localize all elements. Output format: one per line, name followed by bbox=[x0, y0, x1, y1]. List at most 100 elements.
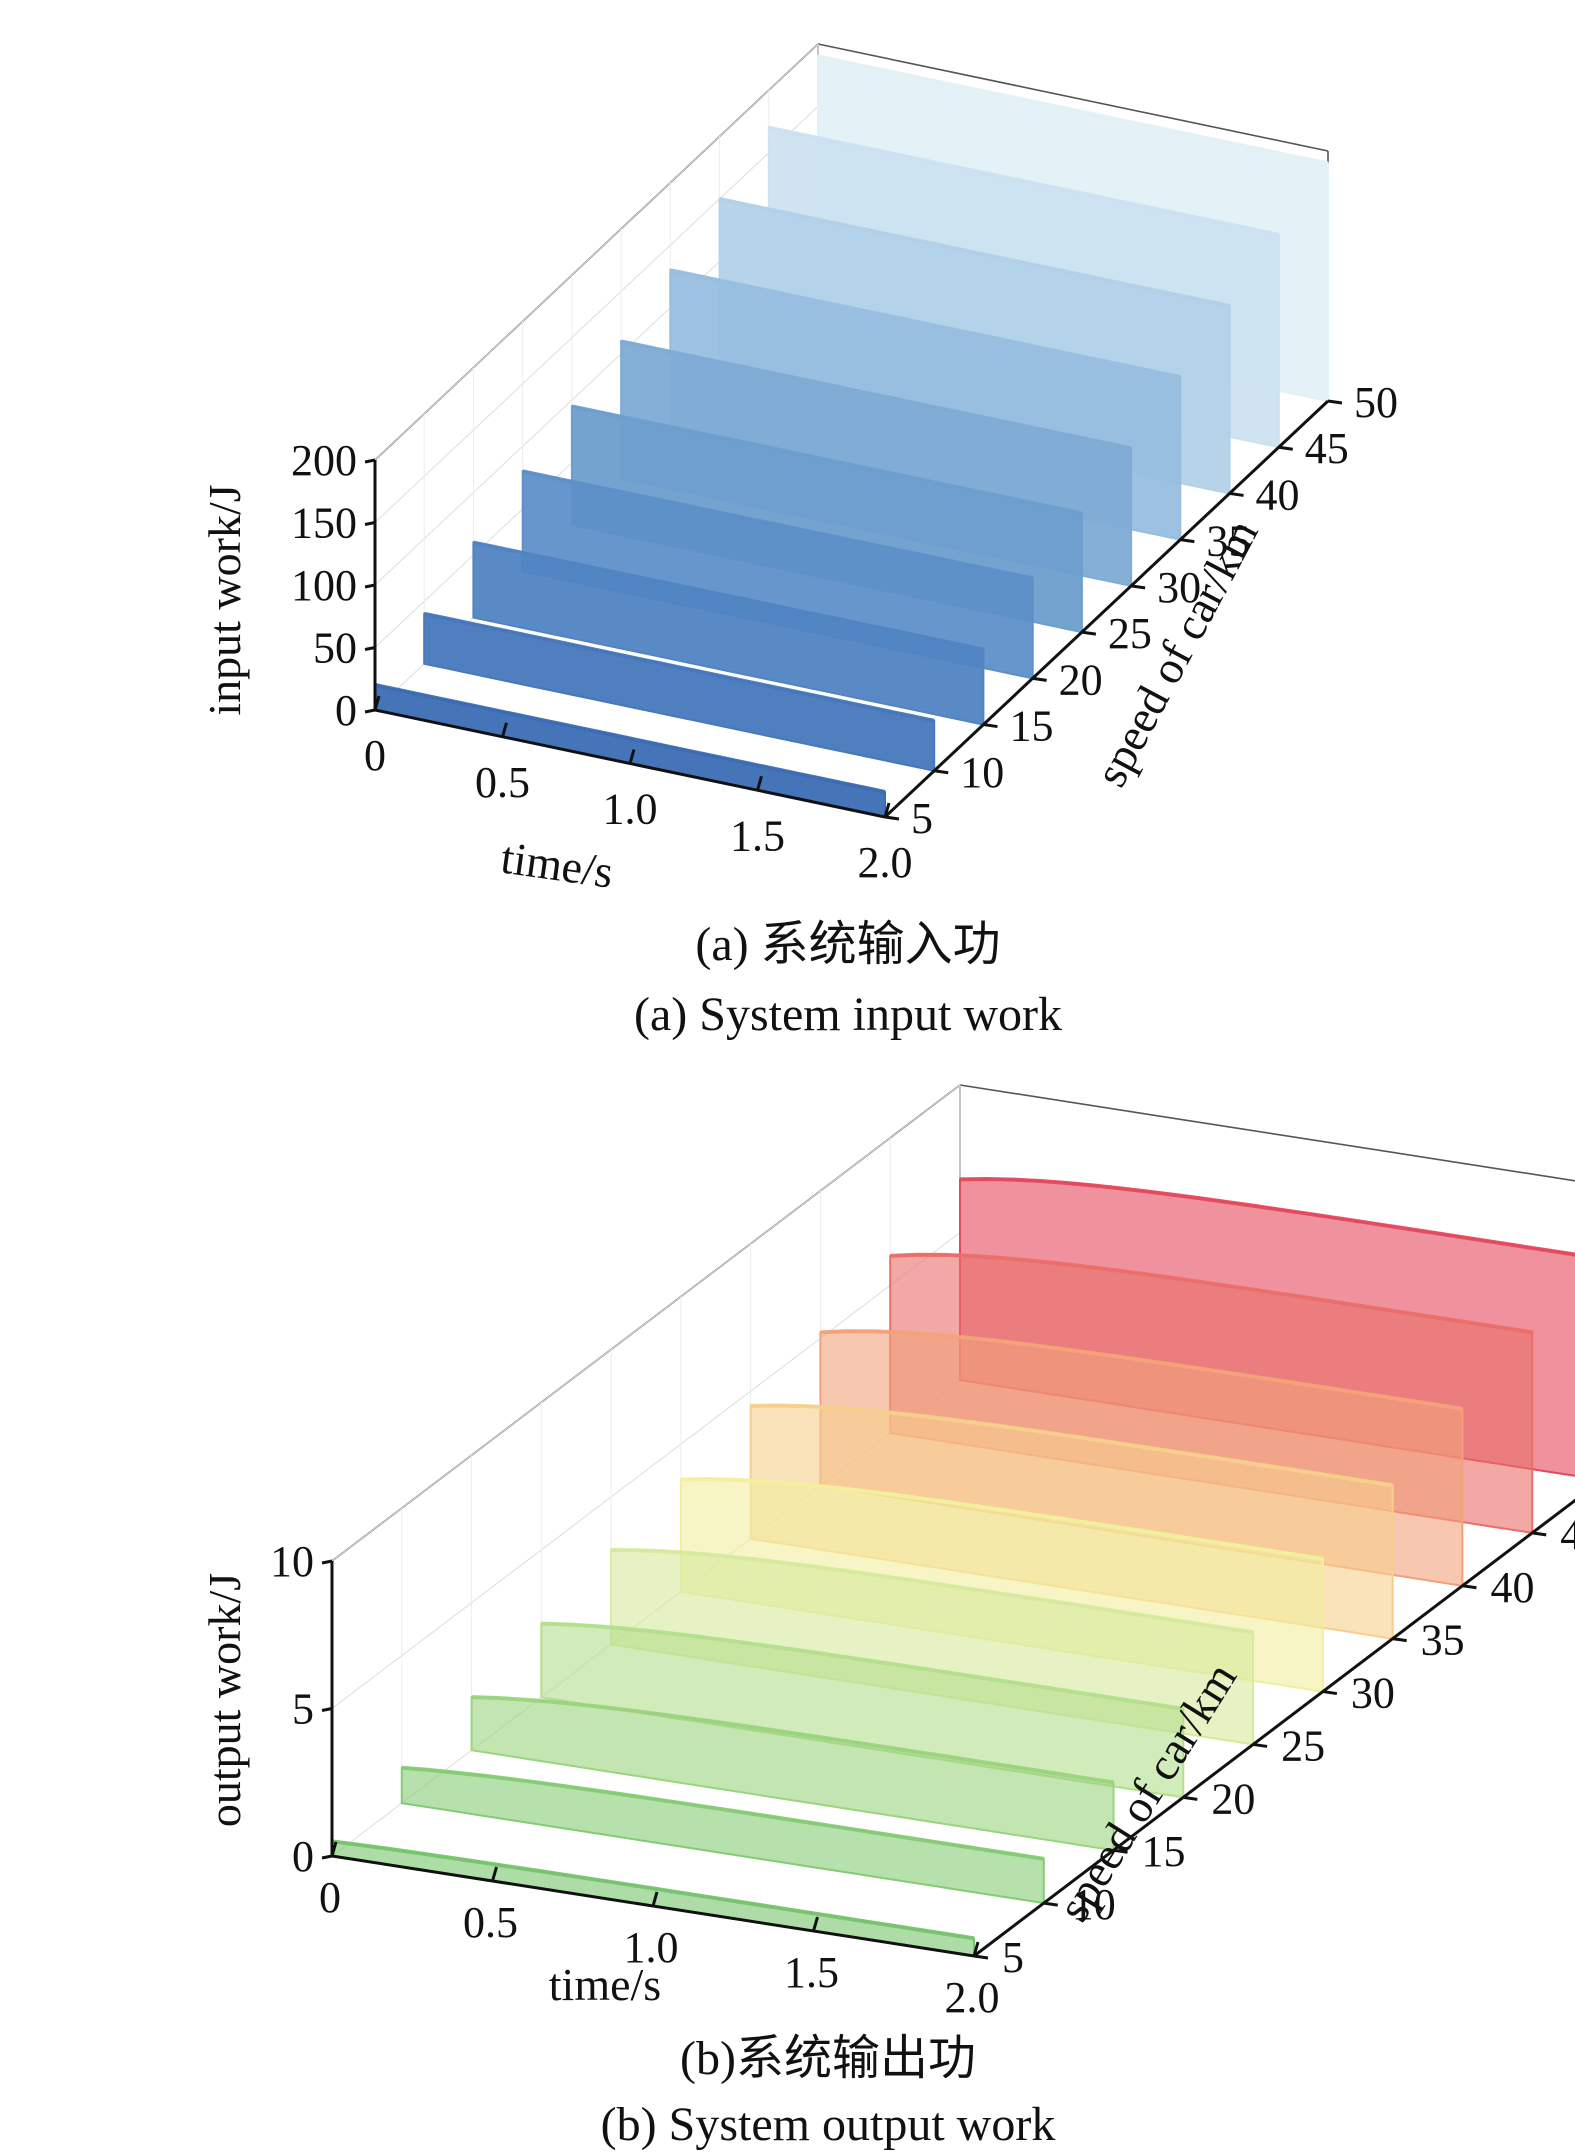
y-tick-label: 45 bbox=[1560, 1510, 1575, 1559]
y-tick-label: 20 bbox=[1211, 1774, 1255, 1823]
z-tick-label: 10 bbox=[270, 1537, 314, 1586]
grid-line bbox=[374, 43, 819, 461]
y-tick-label: 25 bbox=[1108, 609, 1152, 658]
caption-b-en: (b) System output work bbox=[601, 2098, 1056, 2151]
x-tick-mark bbox=[501, 722, 508, 738]
y-tick-label: 50 bbox=[1354, 378, 1398, 427]
y-tick-mark bbox=[973, 1954, 989, 1960]
x-tick-label: 0 bbox=[319, 1873, 341, 1922]
x-tick-mark bbox=[330, 1841, 338, 1857]
z-tick-label: 0 bbox=[335, 686, 357, 735]
y-tick-label: 40 bbox=[1256, 470, 1300, 519]
frame-edge bbox=[817, 43, 1329, 152]
ribbon-top-50 bbox=[959, 1176, 1575, 1257]
ribbon-top-20 bbox=[541, 1621, 1184, 1711]
y-tick-mark bbox=[1327, 399, 1343, 405]
y-tick-mark bbox=[1081, 630, 1097, 636]
ribbon-top-30 bbox=[620, 339, 1132, 451]
x-tick-mark bbox=[651, 1891, 659, 1907]
frame-edge bbox=[959, 1084, 1575, 1182]
ribbon-top-30 bbox=[680, 1477, 1324, 1561]
ribbon-top-40 bbox=[820, 1329, 1463, 1411]
y-tick-mark bbox=[884, 815, 900, 821]
z-tick-label: 100 bbox=[291, 561, 357, 610]
ribbon-top-35 bbox=[750, 1403, 1394, 1488]
z-tick-label: 150 bbox=[291, 499, 357, 548]
y-tick-label: 30 bbox=[1351, 1669, 1395, 1718]
z-tick-mark bbox=[364, 521, 376, 526]
z-tick-mark bbox=[321, 1707, 333, 1712]
caption-b-cn: (b)系统输出功 bbox=[680, 2032, 976, 2085]
x-tick-mark bbox=[756, 775, 763, 791]
grid-line bbox=[374, 106, 819, 523]
x-tick-mark bbox=[812, 1916, 819, 1932]
grid-line bbox=[331, 1232, 961, 1709]
z-axis-label: input work/J bbox=[199, 484, 250, 715]
ribbon-top-15 bbox=[472, 540, 984, 652]
y-tick-label: 35 bbox=[1421, 1616, 1465, 1665]
y-axis-line bbox=[973, 1498, 1575, 1958]
x-tick-label: 1.5 bbox=[784, 1948, 839, 1997]
y-tick-label: 5 bbox=[1002, 1933, 1024, 1982]
y-tick-mark bbox=[1392, 1637, 1407, 1643]
ribbon-top-25 bbox=[571, 404, 1083, 516]
z-tick-label: 0 bbox=[292, 1832, 314, 1881]
y-tick-label: 15 bbox=[1009, 702, 1053, 751]
x-tick-label: 1.5 bbox=[730, 811, 785, 860]
z-tick-mark bbox=[364, 708, 376, 714]
grid-line bbox=[331, 1084, 961, 1562]
ribbon-top-35 bbox=[669, 268, 1181, 380]
y-tick-label: 20 bbox=[1059, 655, 1103, 704]
y-tick-label: 10 bbox=[960, 748, 1004, 797]
ribbon-top-15 bbox=[471, 1695, 1114, 1785]
y-tick-mark bbox=[983, 723, 998, 729]
y-tick-mark bbox=[1113, 1848, 1128, 1854]
x-tick-mark bbox=[491, 1866, 498, 1882]
y-tick-label: 25 bbox=[1281, 1721, 1325, 1770]
y-tick-label: 40 bbox=[1490, 1563, 1534, 1612]
x-tick-label: 0.5 bbox=[475, 758, 530, 807]
y-axis-line bbox=[883, 399, 1330, 819]
x-tick-label: 2.0 bbox=[858, 838, 913, 887]
y-tick-label: 15 bbox=[1142, 1827, 1186, 1876]
ribbon-top-10 bbox=[423, 611, 935, 723]
x-tick-mark bbox=[883, 802, 891, 818]
y-tick-mark bbox=[1278, 445, 1293, 451]
z-tick-mark bbox=[364, 583, 376, 589]
x-tick-label: 2.0 bbox=[945, 1973, 1000, 2022]
y-tick-mark bbox=[1130, 584, 1146, 590]
x-tick-label: 1.0 bbox=[624, 1923, 679, 1972]
y-tick-mark bbox=[1229, 491, 1244, 497]
z-tick-mark bbox=[321, 1559, 333, 1565]
z-tick-mark bbox=[364, 646, 376, 651]
z-tick-mark bbox=[321, 1854, 333, 1860]
caption-a-cn: (a) 系统输入功 bbox=[695, 918, 1000, 971]
ribbon-top-10 bbox=[401, 1765, 1045, 1861]
y-tick-mark bbox=[934, 769, 949, 775]
ribbon-top-45 bbox=[768, 125, 1280, 237]
y-tick-mark bbox=[1322, 1690, 1338, 1696]
ribbon-top-25 bbox=[611, 1548, 1254, 1635]
z-tick-label: 5 bbox=[292, 1685, 314, 1734]
y-tick-mark bbox=[1462, 1584, 1477, 1590]
y-tick-mark bbox=[1532, 1531, 1547, 1537]
x-tick-mark bbox=[972, 1941, 980, 1957]
z-tick-label: 50 bbox=[313, 624, 357, 673]
ribbon-top-40 bbox=[719, 196, 1231, 308]
panel-a-input-work: 00.51.01.52.0510152025303540455005010015… bbox=[199, 43, 1398, 898]
ribbon-top-45 bbox=[890, 1252, 1533, 1335]
z-tick-mark bbox=[364, 458, 376, 464]
ribbon-top-50 bbox=[817, 54, 1329, 166]
x-tick-mark bbox=[373, 695, 381, 711]
x-tick-mark bbox=[628, 749, 636, 764]
ribbon-top-5 bbox=[331, 1839, 975, 1941]
ribbon-top-20 bbox=[522, 469, 1034, 581]
y-tick-label: 10 bbox=[1072, 1880, 1116, 1929]
y-tick-mark bbox=[1032, 676, 1047, 682]
y-tick-label: 5 bbox=[911, 794, 933, 843]
y-tick-mark bbox=[1183, 1795, 1198, 1801]
z-axis-label: output work/J bbox=[199, 1573, 250, 1827]
y-tick-mark bbox=[1180, 538, 1195, 544]
y-tick-label: 45 bbox=[1305, 424, 1349, 473]
